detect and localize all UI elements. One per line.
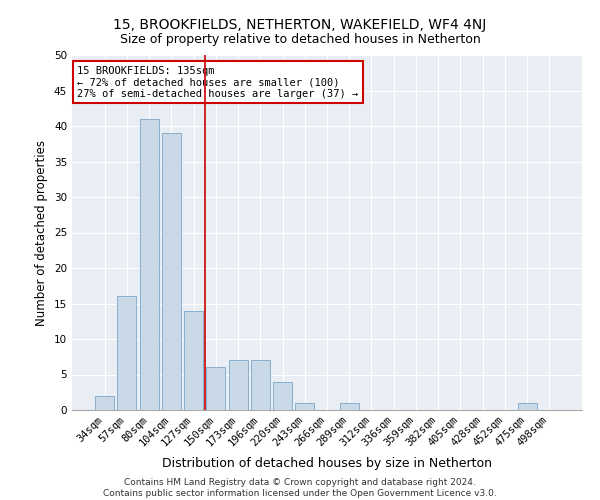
Text: 15 BROOKFIELDS: 135sqm
← 72% of detached houses are smaller (100)
27% of semi-de: 15 BROOKFIELDS: 135sqm ← 72% of detached… [77,66,358,99]
X-axis label: Distribution of detached houses by size in Netherton: Distribution of detached houses by size … [162,457,492,470]
Bar [162,133,181,410]
Bar [95,396,114,410]
Text: Contains HM Land Registry data © Crown copyright and database right 2024.
Contai: Contains HM Land Registry data © Crown c… [103,478,497,498]
Y-axis label: Number of detached properties: Number of detached properties [35,140,49,326]
Bar [251,360,270,410]
Bar [118,296,136,410]
Text: Size of property relative to detached houses in Netherton: Size of property relative to detached ho… [119,32,481,46]
Text: 15, BROOKFIELDS, NETHERTON, WAKEFIELD, WF4 4NJ: 15, BROOKFIELDS, NETHERTON, WAKEFIELD, W… [113,18,487,32]
Bar [140,119,158,410]
Bar [184,310,203,410]
Bar [229,360,248,410]
Bar [518,403,536,410]
Bar [340,403,359,410]
Bar [273,382,292,410]
Bar [206,368,225,410]
Bar [295,403,314,410]
